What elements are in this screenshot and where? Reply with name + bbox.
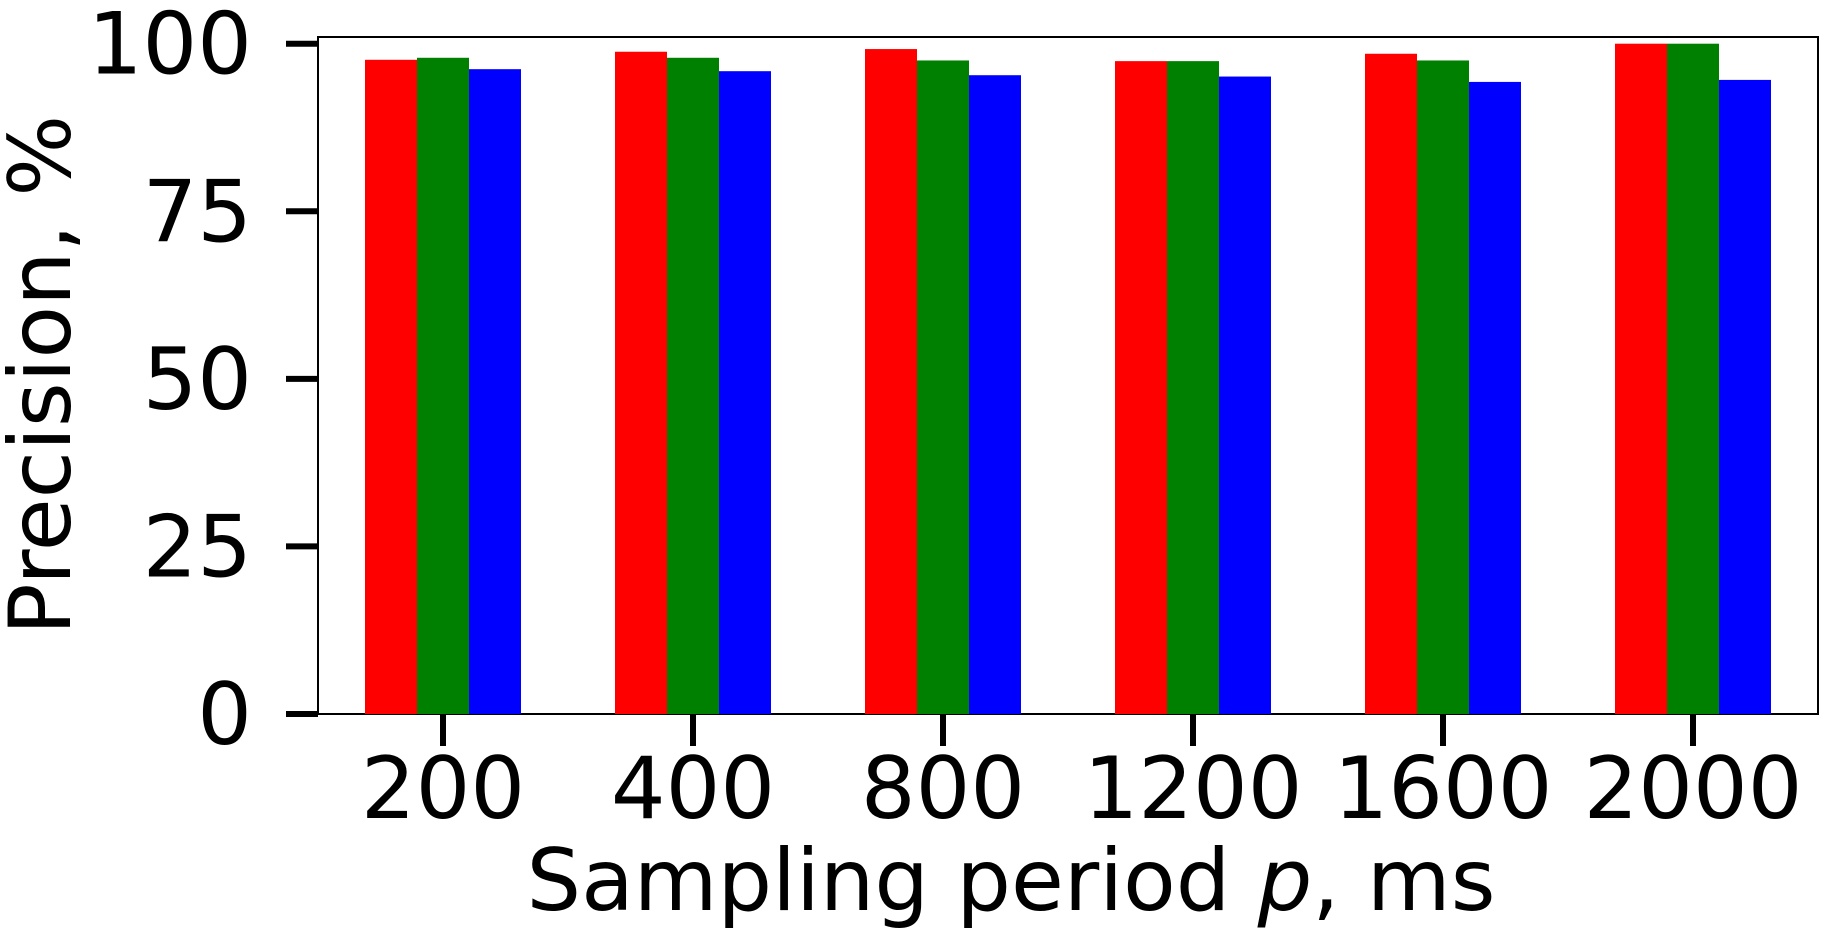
bar-400-series-3: [719, 71, 771, 714]
y-tick-label: 50: [143, 330, 252, 430]
bar-200-series-3: [469, 69, 521, 714]
bar-1200-series-1: [1115, 61, 1167, 715]
bar-400-series-2: [667, 57, 719, 714]
y-axis-label: Precision, %: [0, 115, 91, 635]
y-axis: 0 25 50 75 100: [88, 0, 318, 765]
y-tick-label: 25: [143, 497, 252, 597]
x-tick-label: 800: [861, 739, 1025, 839]
bar-2000-series-3: [1719, 79, 1771, 715]
bar-1200-series-2: [1167, 61, 1219, 715]
bar-800-series-2: [917, 60, 969, 715]
x-axis: 200 400 800 1200 1600 2000: [361, 714, 1803, 839]
bar-400-series-1: [615, 51, 667, 715]
bar-2000-series-2: [1667, 43, 1719, 715]
bar-1600-series-1: [1365, 53, 1417, 714]
bar-1200-series-3: [1219, 76, 1271, 714]
bar-200-series-2: [417, 57, 469, 714]
bar-200-series-1: [365, 59, 417, 714]
bar-800-series-3: [969, 75, 1021, 715]
bar-2000-series-1: [1615, 43, 1667, 715]
x-tick-label: 400: [611, 739, 775, 839]
x-tick-label: 200: [361, 739, 525, 839]
x-tick-label: 1200: [1084, 739, 1303, 839]
bar-1600-series-3: [1469, 81, 1521, 714]
bars-group: [365, 43, 1771, 715]
plot-area: [317, 36, 1819, 715]
y-tick-label: 0: [197, 665, 252, 765]
x-tick-label: 2000: [1584, 739, 1803, 839]
x-axis-label: Sampling period p, ms: [526, 831, 1495, 931]
y-tick-label: 100: [88, 0, 252, 95]
x-tick-label: 1600: [1334, 739, 1553, 839]
bar-1600-series-2: [1417, 60, 1469, 715]
bar-800-series-1: [865, 49, 917, 714]
y-tick-label: 75: [143, 162, 252, 262]
